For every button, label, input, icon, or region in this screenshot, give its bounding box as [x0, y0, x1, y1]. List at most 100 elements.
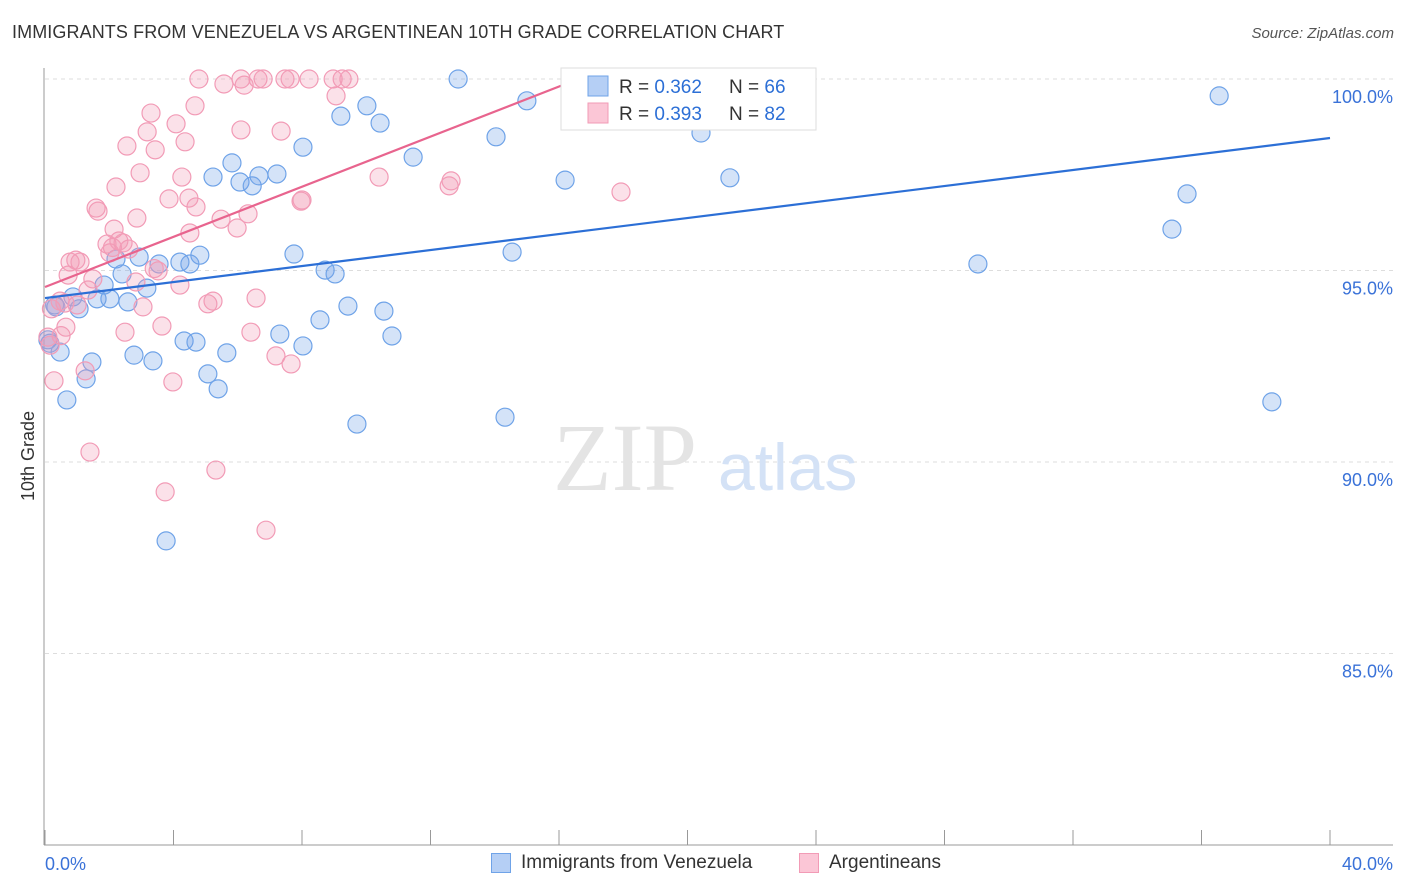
point-venezuela [270, 324, 290, 344]
point-venezuela [1262, 392, 1282, 412]
legend-r-label: R = [619, 77, 654, 98]
point-venezuela [76, 369, 96, 389]
point-venezuela [347, 414, 367, 434]
point-argentineans [369, 167, 389, 187]
point-venezuela [720, 168, 740, 188]
point-argentineans [70, 252, 90, 272]
point-venezuela [293, 137, 313, 157]
point-argentineans [152, 316, 172, 336]
point-venezuela [217, 343, 237, 363]
y-tick-label: 100.0% [1332, 87, 1393, 107]
point-venezuela [331, 106, 351, 126]
legend-n-value: 82 [764, 104, 785, 125]
legend-item-venezuela: Immigrants from Venezuela [491, 852, 752, 874]
point-argentineans [80, 442, 100, 462]
point-argentineans [88, 201, 108, 221]
legend-swatch [491, 853, 511, 873]
point-argentineans [280, 69, 300, 89]
point-argentineans [326, 86, 346, 106]
point-argentineans [130, 163, 150, 183]
point-argentineans [159, 189, 179, 209]
legend-swatch [799, 853, 819, 873]
point-argentineans [102, 237, 123, 258]
point-argentineans [185, 96, 205, 116]
point-venezuela [486, 127, 506, 147]
point-venezuela [403, 147, 423, 167]
point-argentineans [332, 69, 352, 89]
point-venezuela [137, 278, 157, 298]
legend-r-value: 0.393 [654, 104, 702, 125]
point-argentineans [189, 69, 209, 89]
legend-item-argentineans: Argentineans [799, 852, 941, 874]
svg-text:N = 66: N = 66 [729, 77, 786, 98]
point-venezuela [267, 164, 287, 184]
point-venezuela [502, 242, 522, 262]
point-argentineans [227, 218, 247, 238]
point-venezuela [180, 254, 200, 274]
point-argentineans [186, 197, 206, 217]
point-venezuela [100, 289, 120, 309]
point-venezuela [1177, 184, 1197, 204]
point-argentineans [163, 372, 183, 392]
point-argentineans [127, 208, 147, 228]
legend-r-label: R = [619, 104, 654, 125]
point-venezuela [203, 167, 223, 187]
point-argentineans [155, 482, 175, 502]
point-argentineans [292, 190, 312, 210]
point-venezuela [230, 172, 250, 192]
point-argentineans [44, 371, 64, 391]
point-argentineans [41, 299, 62, 319]
point-venezuela [1162, 219, 1182, 239]
point-argentineans [51, 326, 71, 346]
trendline-venezuela [44, 136, 1331, 300]
point-argentineans [115, 322, 135, 342]
point-venezuela [242, 176, 262, 196]
point-argentineans [75, 361, 95, 381]
point-argentineans [246, 288, 266, 308]
point-argentineans [253, 69, 273, 89]
point-argentineans [166, 114, 186, 134]
legend-swatch-venezuela [587, 75, 609, 97]
point-venezuela [1209, 86, 1229, 106]
point-venezuela [310, 310, 330, 330]
legend-n-label: N = [729, 77, 764, 98]
point-argentineans [281, 354, 301, 374]
point-argentineans [256, 520, 276, 540]
y-tick-label: 85.0% [1342, 662, 1393, 682]
point-venezuela [143, 351, 163, 371]
point-venezuela [284, 244, 304, 264]
point-venezuela [118, 292, 138, 312]
point-argentineans [271, 121, 291, 141]
y-tick-label: 90.0% [1342, 470, 1393, 490]
point-venezuela [370, 113, 390, 133]
point-argentineans [106, 177, 126, 197]
point-argentineans [275, 69, 295, 89]
legend-swatch-argentineans [587, 102, 609, 124]
point-argentineans [172, 167, 192, 187]
point-argentineans [231, 120, 251, 140]
point-argentineans [611, 182, 631, 202]
point-argentineans [144, 258, 164, 279]
point-argentineans [78, 280, 98, 300]
point-venezuela [338, 296, 358, 316]
point-venezuela [448, 69, 468, 89]
point-argentineans [299, 69, 319, 89]
legend-n-label: N = [729, 104, 764, 125]
watermark-atlas: atlas [718, 430, 857, 504]
svg-text:R = 0.362: R = 0.362 [619, 77, 702, 98]
point-argentineans [137, 122, 157, 142]
point-venezuela [156, 531, 176, 551]
point-argentineans [241, 322, 261, 342]
point-argentineans [141, 103, 161, 123]
point-venezuela [208, 379, 228, 399]
point-venezuela [293, 336, 313, 356]
legend-n-value: 66 [764, 77, 785, 98]
point-argentineans [439, 176, 459, 196]
legend-label: Immigrants from Venezuela [521, 852, 753, 873]
point-argentineans [86, 198, 106, 218]
y-axis-label: 10th Grade [18, 411, 38, 501]
point-venezuela [357, 96, 377, 116]
point-argentineans [203, 291, 223, 311]
point-argentineans [206, 460, 226, 480]
x-tick-label-max: 40.0% [1342, 854, 1393, 874]
